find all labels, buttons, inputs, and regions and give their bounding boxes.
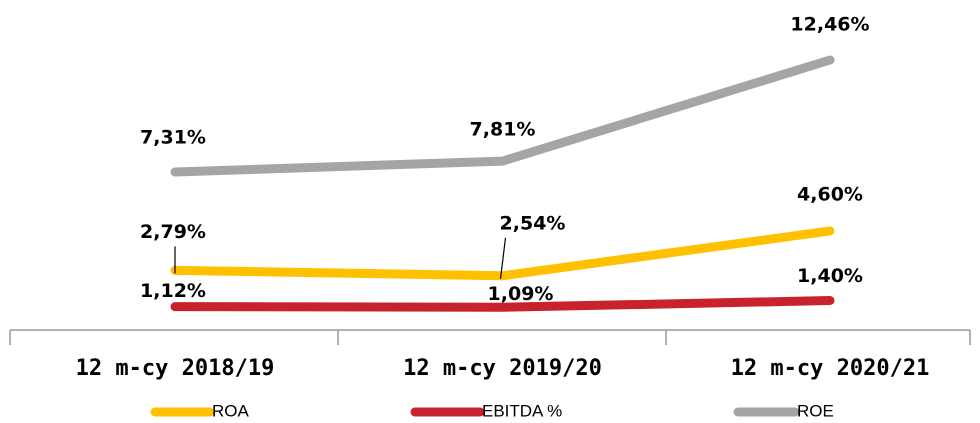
data-label: 2,79% (140, 221, 206, 243)
x-tick-label: 12 m-cy 2020/21 (731, 356, 930, 381)
data-label: 1,12% (140, 280, 206, 302)
legend-label: ROE (797, 401, 834, 420)
data-label: 1,40% (797, 265, 863, 287)
series-line (170, 55, 835, 177)
data-label: 7,81% (470, 119, 536, 141)
data-label: 4,60% (797, 183, 863, 205)
legend-label: EBITDA % (482, 401, 562, 420)
x-tick-label: 12 m-cy 2018/19 (76, 356, 275, 381)
data-label: 1,09% (488, 283, 554, 305)
x-tick-label: 12 m-cy 2019/20 (403, 356, 602, 381)
data-label: 7,31% (140, 127, 206, 149)
data-label: 12,46% (790, 14, 869, 36)
legend-label: ROA (212, 401, 250, 420)
data-label: 2,54% (500, 212, 566, 234)
series-line (170, 226, 835, 281)
leader-line (499, 237, 507, 279)
series-line (170, 296, 835, 312)
